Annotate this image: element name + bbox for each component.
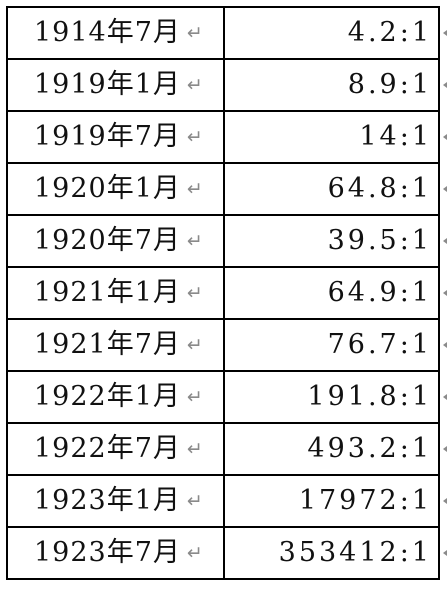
table-row: 1922年1月 ↵ 191.8:1 (6, 370, 447, 424)
cell-end-marker-icon (443, 238, 447, 244)
table-row: 1919年7月 ↵ 14:1 (6, 110, 447, 164)
table-row: 1920年7月 ↵ 39.5:1 (6, 214, 447, 268)
table-row: 1923年7月 ↵ 353412:1 (6, 526, 447, 580)
ratio-text: 4.2:1 (347, 17, 432, 48)
cell-end-marker-icon (443, 394, 447, 400)
date-cell[interactable]: 1920年1月 ↵ (6, 162, 225, 216)
date-text: 1914年7月 (34, 17, 181, 48)
date-text: 1921年1月 (34, 277, 181, 308)
date-text: 1923年1月 (34, 485, 181, 516)
paragraph-mark-icon: ↵ (186, 126, 203, 148)
table-row: 1923年1月 ↵ 17972:1 (6, 474, 447, 528)
ratio-text: 64.9:1 (327, 277, 432, 308)
date-cell[interactable]: 1923年7月 ↵ (6, 526, 225, 580)
cell-end-marker-icon (443, 290, 447, 296)
ratio-text: 17972:1 (298, 485, 432, 516)
ratio-cell[interactable]: 4.2:1 (223, 6, 447, 60)
paragraph-mark-icon: ↵ (186, 542, 203, 564)
date-cell[interactable]: 1922年7月 ↵ (6, 422, 225, 476)
date-cell[interactable]: 1920年7月 ↵ (6, 214, 225, 268)
ratio-cell[interactable]: 17972:1 (223, 474, 447, 528)
cell-end-marker-icon (443, 82, 447, 88)
date-text: 1919年7月 (34, 121, 181, 152)
cell-end-marker-icon (443, 30, 447, 36)
ratio-text: 64.8:1 (327, 173, 432, 204)
ratio-text: 493.2:1 (307, 433, 432, 464)
date-text: 1923年7月 (34, 537, 181, 568)
paragraph-mark-icon: ↵ (186, 178, 203, 200)
table-row: 1921年1月 ↵ 64.9:1 (6, 266, 447, 320)
paragraph-mark-icon: ↵ (186, 22, 203, 44)
paragraph-mark-icon: ↵ (186, 386, 203, 408)
ratio-cell[interactable]: 14:1 (223, 110, 447, 164)
date-cell[interactable]: 1921年1月 ↵ (6, 266, 225, 320)
table-row: 1919年1月 ↵ 8.9:1 (6, 58, 447, 112)
table-row: 1921年7月 ↵ 76.7:1 (6, 318, 447, 372)
table-row: 1920年1月 ↵ 64.8:1 (6, 162, 447, 216)
paragraph-mark-icon: ↵ (186, 334, 203, 356)
table-row: 1922年7月 ↵ 493.2:1 (6, 422, 447, 476)
date-cell[interactable]: 1919年7月 ↵ (6, 110, 225, 164)
table-body: 1914年7月 ↵ 4.2:1 1919年1月 ↵ 8.9:1 1919年7月 ↵ 1… (6, 6, 447, 580)
ratio-cell[interactable]: 64.8:1 (223, 162, 447, 216)
ratio-text: 191.8:1 (307, 381, 432, 412)
ratio-text: 14:1 (359, 121, 432, 152)
date-cell[interactable]: 1922年1月 ↵ (6, 370, 225, 424)
date-text: 1920年1月 (34, 173, 181, 204)
date-cell[interactable]: 1923年1月 ↵ (6, 474, 225, 528)
exchange-rate-table: 1914年7月 ↵ 4.2:1 1919年1月 ↵ 8.9:1 1919年7月 ↵ 1… (6, 6, 447, 580)
paragraph-mark-icon: ↵ (186, 438, 203, 460)
paragraph-mark-icon: ↵ (186, 490, 203, 512)
cell-end-marker-icon (443, 550, 447, 556)
ratio-cell[interactable]: 64.9:1 (223, 266, 447, 320)
date-text: 1920年7月 (34, 225, 181, 256)
cell-end-marker-icon (443, 446, 447, 452)
ratio-text: 39.5:1 (327, 225, 432, 256)
ratio-cell[interactable]: 39.5:1 (223, 214, 447, 268)
date-text: 1922年1月 (34, 381, 181, 412)
cell-end-marker-icon (443, 498, 447, 504)
ratio-cell[interactable]: 76.7:1 (223, 318, 447, 372)
paragraph-mark-icon: ↵ (186, 230, 203, 252)
cell-end-marker-icon (443, 186, 447, 192)
ratio-text: 8.9:1 (347, 69, 432, 100)
table-row: 1914年7月 ↵ 4.2:1 (6, 6, 447, 60)
date-cell[interactable]: 1914年7月 ↵ (6, 6, 225, 60)
ratio-cell[interactable]: 353412:1 (223, 526, 447, 580)
date-text: 1921年7月 (34, 329, 181, 360)
cell-end-marker-icon (443, 342, 447, 348)
cell-end-marker-icon (443, 134, 447, 140)
date-cell[interactable]: 1919年1月 ↵ (6, 58, 225, 112)
date-text: 1919年1月 (34, 69, 181, 100)
paragraph-mark-icon: ↵ (186, 74, 203, 96)
date-cell[interactable]: 1921年7月 ↵ (6, 318, 225, 372)
ratio-cell[interactable]: 191.8:1 (223, 370, 447, 424)
ratio-text: 76.7:1 (327, 329, 432, 360)
ratio-cell[interactable]: 8.9:1 (223, 58, 447, 112)
paragraph-mark-icon: ↵ (186, 282, 203, 304)
date-text: 1922年7月 (34, 433, 181, 464)
ratio-cell[interactable]: 493.2:1 (223, 422, 447, 476)
ratio-text: 353412:1 (278, 537, 432, 568)
